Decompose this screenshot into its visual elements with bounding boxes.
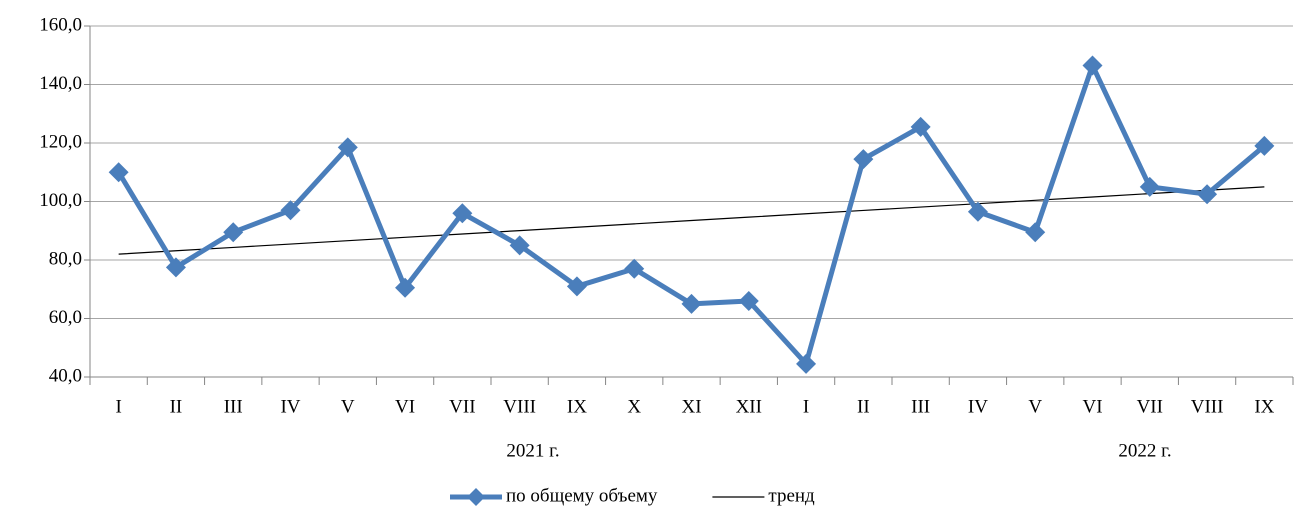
x-tick-label: XII — [736, 396, 762, 417]
marker — [509, 235, 530, 256]
y-tick-label: 40,0 — [49, 365, 82, 386]
y-tick-label: 80,0 — [49, 248, 82, 269]
legend-marker — [467, 488, 485, 506]
marker — [738, 290, 759, 311]
x-tick-label: X — [627, 396, 641, 417]
marker — [223, 222, 244, 243]
group-label: 2022 г. — [1118, 440, 1171, 461]
legend-label: тренд — [768, 485, 815, 506]
x-tick-label: II — [170, 396, 183, 417]
marker — [1139, 176, 1160, 197]
marker — [1025, 222, 1046, 243]
marker — [566, 276, 587, 297]
marker — [681, 293, 702, 314]
x-tick-label: IX — [567, 396, 587, 417]
marker — [853, 149, 874, 170]
x-tick-label: III — [911, 396, 930, 417]
x-tick-label: VIII — [1191, 396, 1224, 417]
x-tick-label: VIII — [503, 396, 536, 417]
marker — [395, 277, 416, 298]
trend-line — [118, 186, 1265, 255]
x-tick-label: VII — [1137, 396, 1163, 417]
x-tick-label: II — [857, 396, 870, 417]
y-tick-label: 120,0 — [39, 131, 82, 152]
marker — [796, 353, 817, 374]
x-tick-label: VII — [449, 396, 475, 417]
group-label: 2021 г. — [506, 440, 559, 461]
marker — [337, 137, 358, 158]
marker — [1197, 184, 1218, 205]
marker — [910, 116, 931, 137]
x-tick-label: III — [224, 396, 243, 417]
x-tick-label: VI — [395, 396, 415, 417]
marker — [624, 258, 645, 279]
marker — [1254, 135, 1275, 156]
marker — [1082, 55, 1103, 76]
legend-label: по общему объему — [506, 485, 658, 506]
marker — [280, 200, 301, 221]
x-tick-label: V — [1028, 396, 1042, 417]
y-tick-label: 60,0 — [49, 307, 82, 328]
x-tick-label: IV — [968, 396, 988, 417]
x-tick-label: XI — [681, 396, 701, 417]
marker — [452, 203, 473, 224]
x-tick-label: VI — [1082, 396, 1102, 417]
y-tick-label: 100,0 — [39, 190, 82, 211]
y-tick-label: 140,0 — [39, 73, 82, 94]
x-tick-label: I — [803, 396, 809, 417]
x-tick-label: IX — [1254, 396, 1274, 417]
x-tick-label: V — [341, 396, 355, 417]
x-tick-label: IV — [280, 396, 300, 417]
marker — [108, 162, 129, 183]
marker — [967, 201, 988, 222]
x-tick-label: I — [115, 396, 121, 417]
marker — [165, 257, 186, 278]
y-tick-label: 160,0 — [39, 14, 82, 35]
